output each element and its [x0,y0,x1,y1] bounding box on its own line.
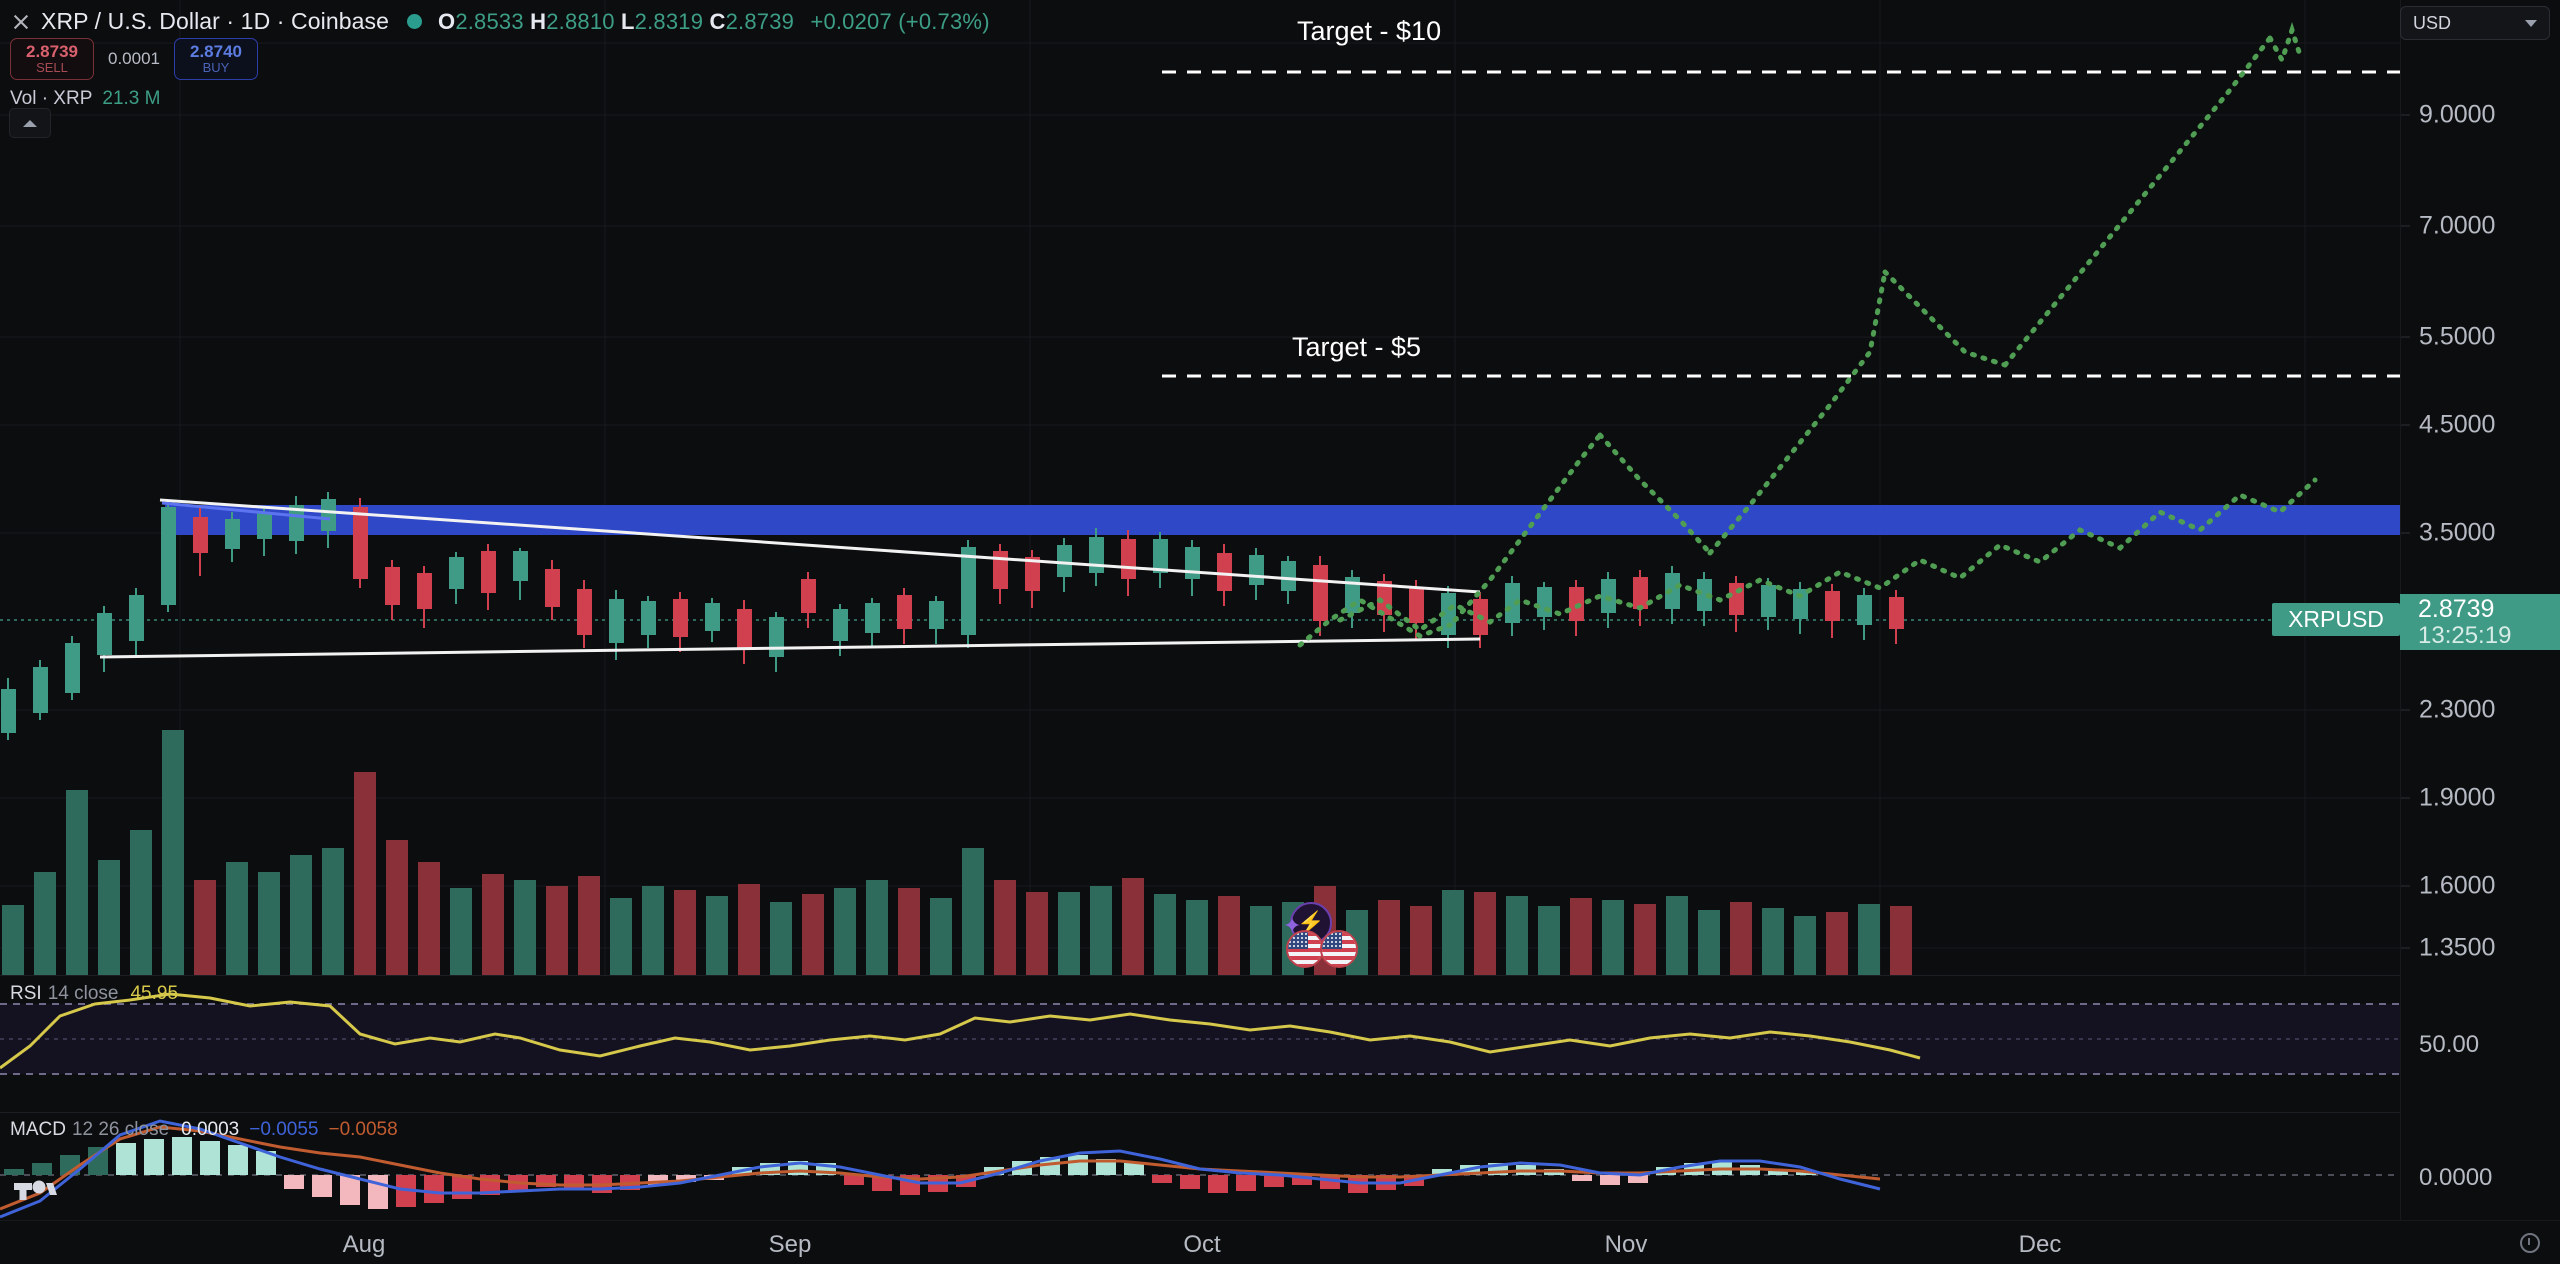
us-flag-icon[interactable] [1320,930,1358,968]
time-tick: Dec [2018,1231,2062,1258]
symbol-price-tag: XRPUSD [2272,603,2400,636]
band-edge-line [161,501,331,521]
rsi-name: RSI [10,983,42,1004]
price-tick: 3.5000 [2419,518,2496,547]
upper-trendline [159,498,1481,594]
tradingview-logo[interactable] [14,1174,58,1200]
ohlc-low-key: L [621,8,635,34]
macd-line [0,1119,1881,1219]
spread-value: 0.0001 [108,49,160,68]
macd-chart-svg [0,1119,2400,1219]
price-tick: 9.0000 [2419,100,2496,129]
bar-countdown: 13:25:19 [2418,621,2512,649]
ohlc-close-key: C [709,8,726,34]
collapse-pane-button[interactable] [9,108,51,138]
sell-price: 2.8739 [26,42,78,62]
time-tick: Aug [342,1231,386,1258]
price-chart-svg [0,0,2400,975]
volume-label: Vol · XRP [10,88,93,109]
projection-path [1337,477,2318,634]
candlestick-series [1,492,1904,740]
macd-params: 12 26 close [71,1119,170,1140]
rsi-legend[interactable]: RSI 14 close 45.95 [10,983,178,1005]
price-tick: 7.0000 [2419,211,2496,240]
macd-signal-line [0,1125,1881,1211]
close-icon[interactable] [10,11,32,33]
buy-button[interactable]: 2.8740 BUY [174,38,258,80]
us-flag-icon[interactable] [1286,930,1324,968]
chevron-down-icon [2525,19,2537,27]
macd-pane[interactable] [0,1112,2400,1220]
macd-value-1: 0.0003 [181,1119,240,1140]
target-10-label: Target - $10 [1297,16,1442,46]
last-price-badge[interactable]: 2.8739 13:25:19 [2400,594,2560,650]
price-tick: 1.6000 [2419,871,2496,900]
clock-icon[interactable] [2520,1233,2540,1253]
projection-entry [1297,597,1453,648]
rsi-params: 14 close [47,983,119,1004]
target-5-label: Target - $5 [1292,332,1422,362]
time-tick: Nov [1604,1231,1648,1258]
ohlc-high-value: 2.8810 [546,8,615,34]
last-price-value: 2.8739 [2418,594,2495,623]
flag-canton [1288,932,1308,949]
time-axis[interactable]: Aug Sep Oct Nov Dec [0,1220,2560,1264]
ohlc-low-value: 2.8319 [634,8,704,34]
volume-value: 21.3 M [102,88,161,109]
macd-legend[interactable]: MACD 12 26 close 0.0003 −0.0055 −0.0058 [10,1119,398,1141]
chart-badges: ⚡ ✦ [1272,902,1382,972]
trendlines [99,498,1481,659]
price-tick: 5.5000 [2419,322,2496,351]
market-status-dot [407,14,422,29]
rsi-chart-svg [0,992,2400,1075]
time-tick: Sep [768,1231,812,1258]
price-tick: 1.9000 [2419,783,2496,812]
ohlc-high-key: H [530,8,547,34]
lower-trendline [99,637,1481,659]
projection-leg-5 [2002,35,2273,368]
symbol-title[interactable]: XRP / U.S. Dollar · 1D · Coinbase [41,8,389,34]
ohlc-change: +0.0207 (+0.73%) [810,8,990,34]
buy-price: 2.8740 [190,42,242,62]
sell-label: SELL [36,60,68,76]
rsi-value: 45.95 [130,983,179,1004]
macd-value-3: −0.0058 [328,1119,398,1140]
macd-value-2: −0.0055 [249,1119,319,1140]
rsi-line [0,992,1921,1070]
projection-leg-6 [2267,21,2303,67]
time-tick: Oct [1183,1231,1221,1258]
chart-legend: XRP / U.S. Dollar · 1D · Coinbase O2.853… [10,8,990,35]
currency-value: USD [2413,12,2452,33]
price-tick: 2.3000 [2419,695,2496,724]
price-pane[interactable] [0,0,2400,975]
macd-name: MACD [10,1119,66,1140]
volume-legend[interactable]: Vol · XRP 21.3 M [10,88,160,110]
ohlc-open-key: O [438,8,456,34]
volume-series [2,730,1912,975]
macd-axis-tick: 0.0000 [2419,1164,2493,1191]
projection-leg-2 [1597,432,1713,556]
ohlc-values: O2.8533 H2.8810 L2.8319 C2.8739 +0.0207 … [438,9,990,35]
currency-selector[interactable]: USD [2400,6,2550,40]
rsi-pane[interactable] [0,975,2400,1112]
projection-leg-4 [1882,269,2008,368]
sell-button[interactable]: 2.8739 SELL [10,38,94,80]
resistance-band [165,505,2400,535]
price-tick: 1.3500 [2419,933,2496,962]
rsi-axis-tick: 50.00 [2419,1031,2480,1058]
price-axis[interactable]: 9.0000 7.0000 5.5000 4.5000 3.5000 2.300… [2400,0,2560,1220]
vertical-gridlines [179,0,2306,975]
chevron-up-icon [23,119,37,127]
projection-leg-1 [1452,432,1603,623]
ohlc-close-value: 2.8739 [725,8,795,34]
ohlc-open-value: 2.8533 [455,8,524,34]
buy-label: BUY [202,60,230,76]
flag-canton [1322,932,1342,949]
price-tick: 4.5000 [2419,410,2496,439]
bid-ask-panel: 2.8739 SELL 0.0001 2.8740 BUY [10,38,258,80]
macd-histogram [4,1137,1816,1209]
